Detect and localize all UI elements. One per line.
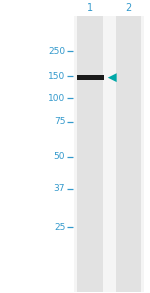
Text: 150: 150 <box>48 72 65 81</box>
Bar <box>116 16 141 292</box>
Bar <box>77 16 103 292</box>
Text: 2: 2 <box>125 3 131 13</box>
Text: 25: 25 <box>54 223 65 231</box>
Text: 37: 37 <box>54 185 65 193</box>
Text: 50: 50 <box>54 152 65 161</box>
Text: 75: 75 <box>54 117 65 126</box>
Text: 100: 100 <box>48 94 65 103</box>
Bar <box>77 75 104 80</box>
Bar <box>74 16 144 292</box>
Text: 1: 1 <box>87 3 93 13</box>
Text: 250: 250 <box>48 47 65 56</box>
